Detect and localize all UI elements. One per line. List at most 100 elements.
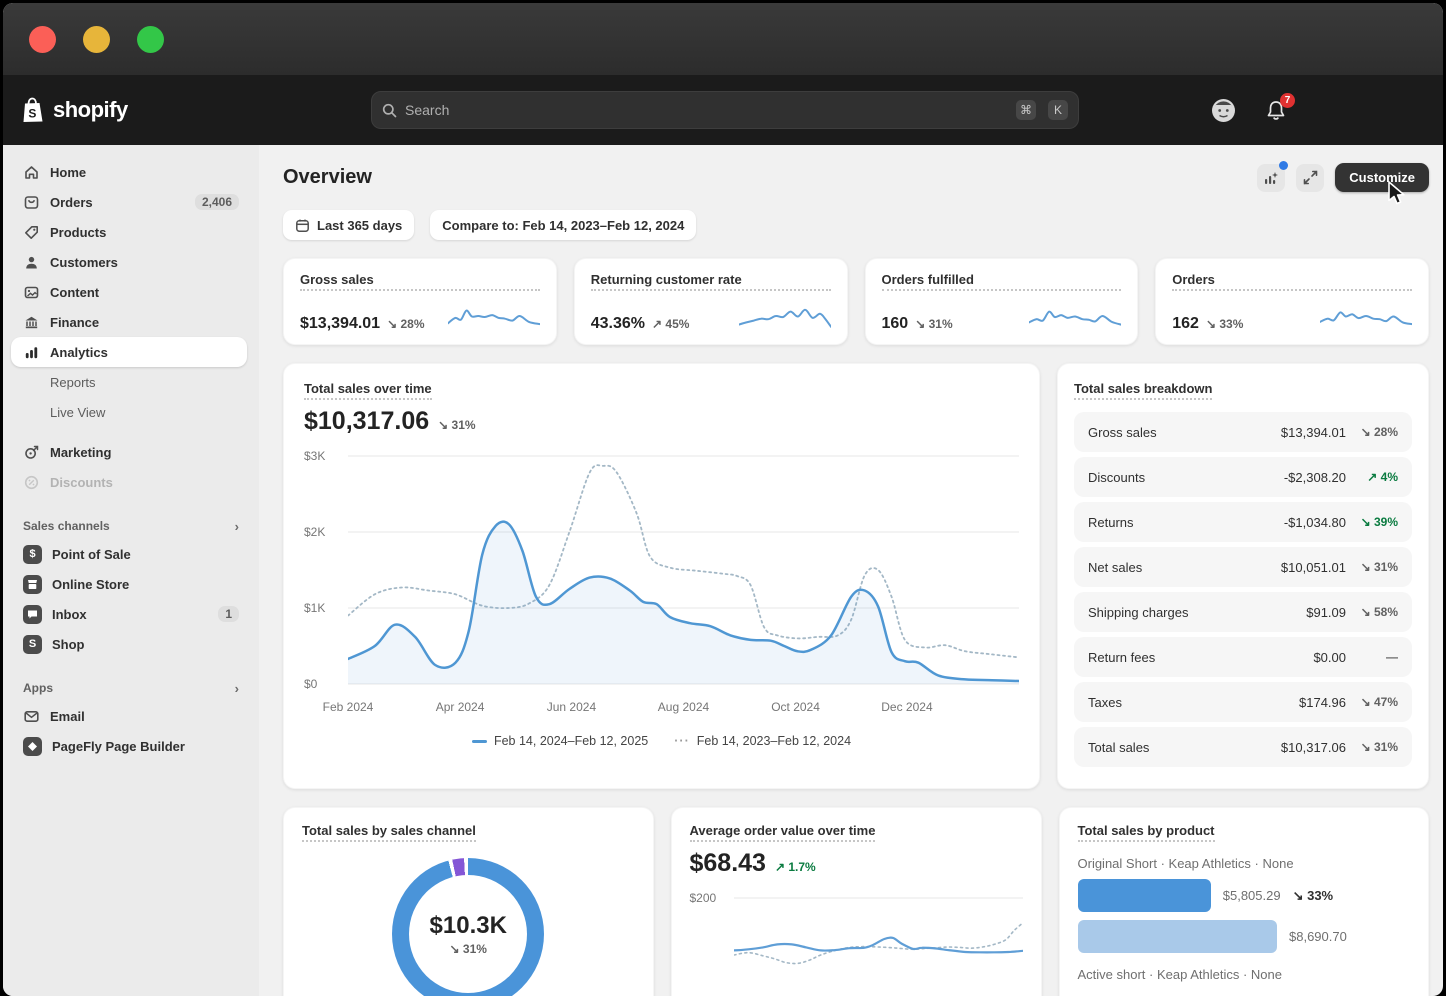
sidebar-item-analytics[interactable]: Analytics [11, 337, 247, 367]
product-label: Original Short · Keap Athletics · None [1077, 856, 1294, 871]
kpi-title[interactable]: Returning customer rate [590, 272, 831, 291]
total-sales-value: $10,317.06 [304, 407, 430, 435]
zoom-window-button[interactable] [137, 25, 164, 53]
notification-count-badge: 7 [1280, 92, 1295, 108]
kpi-title[interactable]: Orders [1172, 272, 1412, 291]
sidebar-item-products[interactable]: Products [11, 217, 247, 247]
sales-channel-donut-chart: $10.3K ↘ 31% [392, 858, 545, 996]
x-axis: Feb 2024 Apr 2024 Jun 2024 Aug 2024 Oct 2024… [322, 700, 933, 714]
donut-center: $10.3K ↘ 31% [409, 875, 528, 993]
expand-icon [1303, 170, 1318, 185]
sidebar-item-shop[interactable]: S Shop [11, 629, 247, 659]
customers-icon [26, 256, 37, 268]
orders-count-badge: 2,406 [194, 194, 239, 210]
notifications-button[interactable]: 7 [1265, 92, 1295, 122]
aov-line-chart [732, 892, 1024, 978]
sidebar-item-inbox[interactable]: Inbox 1 [11, 599, 247, 629]
profile-avatar[interactable] [1210, 97, 1237, 124]
breakdown-row: Total sales $10,317.06 ↘ 31% [1074, 727, 1412, 767]
svg-text:S: S [28, 106, 36, 120]
chevron-right-icon: › [234, 680, 239, 696]
online-store-icon [23, 574, 42, 594]
sidebar-item-home[interactable]: Home [11, 157, 247, 187]
date-range-chip[interactable]: Last 365 days [283, 210, 415, 240]
sidebar-item-content[interactable]: Content [11, 277, 247, 307]
card-title[interactable]: Average order value over time [689, 823, 876, 842]
sidebar-item-finance[interactable]: Finance [11, 307, 247, 337]
returning-rate-sparkline [737, 299, 832, 333]
breakdown-row: Shipping charges $91.09 ↘ 58% [1074, 592, 1412, 632]
breakdown-row: Net sales $10,051.01 ↘ 31% [1074, 547, 1412, 587]
sidebar-item-marketing[interactable]: Marketing [11, 437, 247, 467]
sidebar-item-reports[interactable]: Reports [50, 374, 96, 390]
breakdown-row: Discounts -$2,308.20 ↗ 4% [1074, 457, 1412, 497]
point-of-sale-icon: $ [23, 544, 42, 564]
kpi-delta: ↘ 33% [1205, 317, 1244, 331]
orders-icon [24, 195, 39, 209]
card-title[interactable]: Total sales over time [304, 381, 432, 400]
expand-fullscreen-button[interactable] [1296, 163, 1325, 192]
kpi-title[interactable]: Gross sales [300, 272, 540, 291]
kpi-card-orders: Orders 162 ↘ 33% [1155, 258, 1429, 345]
brand-wordmark: shopify [53, 97, 128, 122]
kpi-value: 43.36% [590, 315, 646, 332]
kpi-title[interactable]: Orders fulfilled [881, 272, 1122, 291]
sidebar-item-discounts[interactable]: Discounts [11, 467, 247, 497]
solid-line-marker [471, 739, 487, 743]
close-window-button[interactable] [29, 25, 56, 53]
top-bar: S shopify Search ⌘ K [3, 75, 1443, 145]
total-sales-breakdown-card: Total sales breakdown Gross sales $13,39… [1057, 363, 1429, 789]
orders-sparkline [1319, 299, 1413, 333]
y-axis: $3K $2K $1K $0 [304, 449, 326, 691]
total-sales-over-time-card: Total sales over time $10,317.06 ↘ 31% $… [283, 363, 1040, 789]
breakdown-row: Gross sales $13,394.01 ↘ 28% [1074, 412, 1412, 452]
card-title[interactable]: Total sales by product [1077, 823, 1215, 842]
average-order-value-card: Average order value over time $68.43 ↗ 1… [670, 807, 1042, 996]
customize-button[interactable]: Customize [1335, 163, 1429, 192]
shopify-logo[interactable]: S shopify [19, 96, 371, 125]
page-title: Overview [283, 166, 372, 188]
y-axis: $200 [689, 891, 717, 905]
card-title[interactable]: Total sales by sales channel [302, 823, 476, 842]
breakdown-row: Returns -$1,034.80 ↘ 39% [1074, 502, 1412, 542]
search-placeholder: Search [405, 102, 450, 118]
card-title[interactable]: Total sales breakdown [1074, 381, 1213, 400]
kpi-card-orders-fulfilled: Orders fulfilled 160 ↘ 31% [864, 258, 1139, 345]
compare-range-chip[interactable]: Compare to: Feb 14, 2023–Feb 12, 2024 [430, 210, 697, 240]
marketing-icon [25, 445, 39, 459]
minimize-window-button[interactable] [83, 25, 110, 53]
product-delta: ↘ 33% [1292, 887, 1334, 903]
donut-total: $10.3K [429, 912, 507, 939]
sidebar-item-orders[interactable]: Orders 2,406 [11, 187, 247, 217]
product-bar-current [1077, 879, 1211, 912]
macos-titlebar [3, 3, 1443, 75]
inbox-count-badge: 1 [218, 606, 239, 622]
insights-sparkle-icon [1265, 171, 1279, 184]
home-icon [25, 165, 38, 179]
shopify-bag-icon: S [23, 97, 43, 122]
sidebar-item-online-store[interactable]: Online Store [11, 569, 247, 599]
product-bar-previous [1077, 920, 1277, 953]
analytics-assistant-button[interactable] [1257, 160, 1289, 192]
kpi-value: 162 [1172, 315, 1199, 332]
bell-icon [1267, 100, 1285, 120]
main-content: Overview Customize Last 365 days [259, 145, 1443, 996]
sidebar-item-email[interactable]: Email [11, 701, 247, 731]
sidebar-item-pagefly[interactable]: PageFly Page Builder [11, 731, 247, 761]
search-input[interactable]: Search ⌘ K [371, 91, 1079, 129]
sidebar-item-live-view[interactable]: Live View [50, 404, 106, 420]
sidebar-item-customers[interactable]: Customers [11, 247, 247, 277]
sidebar-item-point-of-sale[interactable]: $ Point of Sale [11, 539, 247, 569]
kpi-card-returning-customer-rate: Returning customer rate 43.36% ↗ 45% [573, 258, 848, 345]
sidebar: Home Orders 2,406 Products Customers Con… [3, 145, 259, 996]
aov-value: $68.43 [689, 849, 766, 877]
app-window: S shopify Search ⌘ K [3, 3, 1443, 996]
apps-section-header[interactable]: Apps › [23, 680, 239, 696]
aov-delta: ↗ 1.7% [774, 860, 816, 874]
pagefly-icon [23, 736, 42, 756]
kpi-card-gross-sales: Gross sales $13,394.01 ↘ 28% [283, 258, 557, 345]
sales-channels-section-header[interactable]: Sales channels › [23, 518, 239, 534]
new-feature-dot [1279, 160, 1289, 170]
sales-by-product-card: Total sales by product Original Short · … [1058, 807, 1429, 996]
